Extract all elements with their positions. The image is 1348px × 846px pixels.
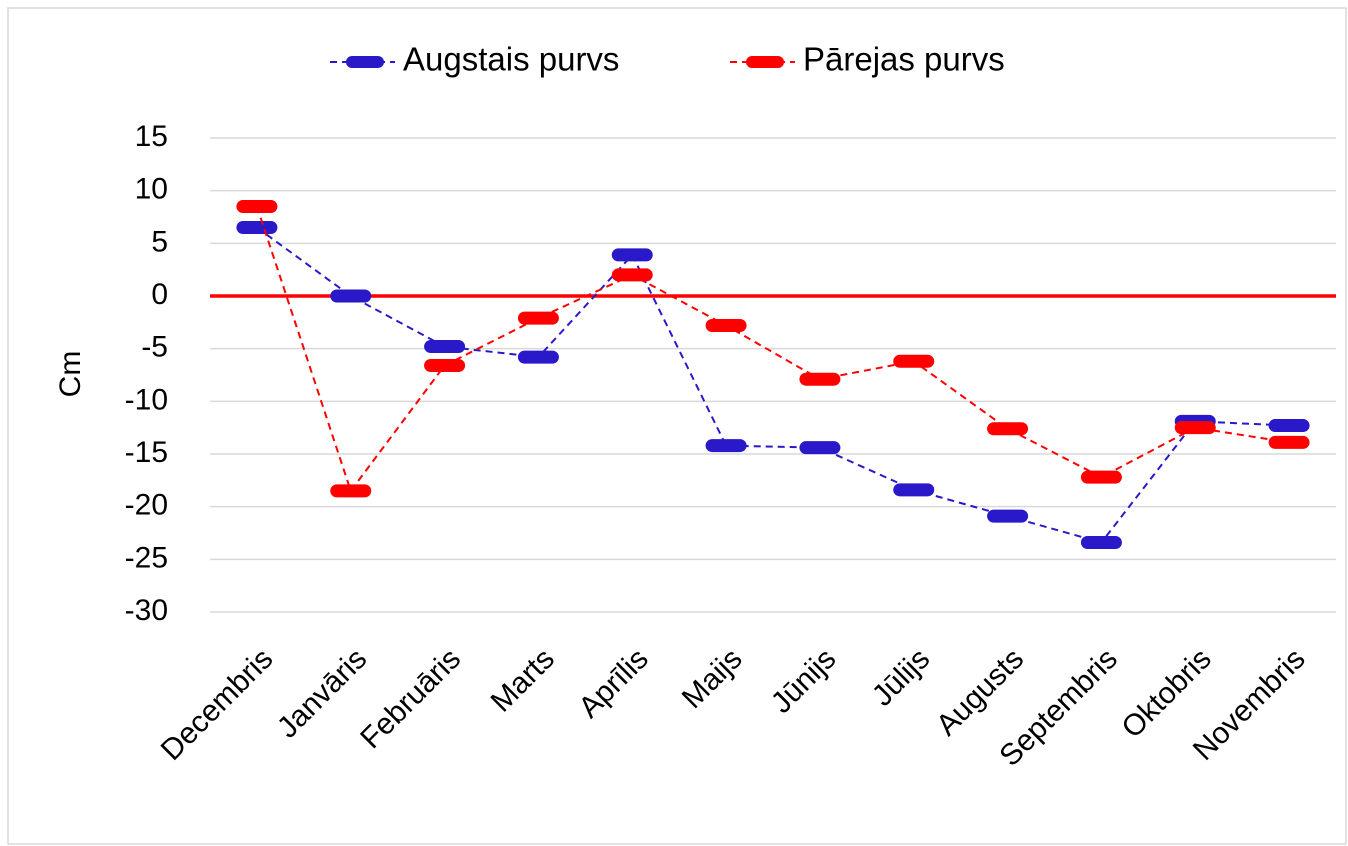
y-tick-label: 0: [151, 278, 168, 311]
y-tick-label: -30: [125, 594, 168, 627]
y-tick-label: 5: [151, 225, 168, 258]
legend-label: Pārejas purvs: [803, 41, 1005, 78]
series-line: [255, 206, 1290, 494]
series-line: [256, 226, 1290, 544]
y-tick-label: -5: [141, 331, 168, 364]
y-tick-label: -15: [125, 436, 168, 469]
y-tick-label: 10: [135, 173, 168, 206]
y-axis-label: Cm: [54, 351, 87, 398]
legend-label: Augstais purvs: [403, 41, 619, 78]
y-tick-label: 15: [135, 120, 168, 153]
y-tick-label: -25: [125, 541, 168, 574]
y-tick-label: -10: [125, 383, 168, 416]
y-tick-label: -20: [125, 489, 168, 522]
chart-frame: [7, 7, 1347, 845]
